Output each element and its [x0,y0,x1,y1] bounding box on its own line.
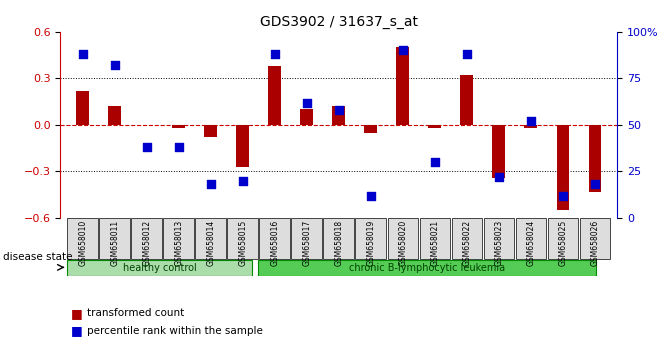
Bar [580,218,611,259]
Text: GSM658016: GSM658016 [270,220,279,266]
Text: GSM658011: GSM658011 [110,220,119,266]
Point [590,182,601,187]
Bar [195,218,226,259]
Text: GSM658023: GSM658023 [495,220,503,266]
Point [238,178,248,184]
Text: GSM658015: GSM658015 [238,220,248,266]
Bar [76,91,89,125]
Point [429,159,440,165]
Bar [356,218,386,259]
Text: GSM658026: GSM658026 [590,220,599,266]
Text: ■: ■ [70,325,83,337]
Bar [301,109,313,125]
Text: GSM658022: GSM658022 [462,220,472,266]
Bar [364,125,377,133]
Point [494,174,505,180]
Bar [172,125,185,128]
Text: healthy control: healthy control [123,263,197,273]
Bar [525,125,537,128]
Bar [164,218,194,259]
Text: GSM658024: GSM658024 [527,220,535,266]
Point [109,63,120,68]
Bar [515,218,546,259]
Bar [205,125,217,137]
Text: GSM658020: GSM658020 [399,220,407,266]
Bar [236,125,249,167]
Bar [588,125,601,192]
Text: disease state: disease state [3,252,73,262]
Point [462,51,472,57]
Bar [484,218,514,259]
Title: GDS3902 / 31637_s_at: GDS3902 / 31637_s_at [260,16,418,29]
Text: GSM658013: GSM658013 [174,220,183,266]
Text: percentile rank within the sample: percentile rank within the sample [87,326,263,336]
Bar [291,218,322,259]
Point [270,51,280,57]
Text: transformed count: transformed count [87,308,185,318]
Bar [132,218,162,259]
Bar [67,260,252,276]
Bar [460,75,473,125]
Text: GSM658018: GSM658018 [334,220,344,266]
Point [77,51,88,57]
Text: GSM658019: GSM658019 [366,220,375,266]
Text: ■: ■ [70,307,83,320]
Point [525,118,536,124]
Bar [268,66,281,125]
Bar [323,218,354,259]
Point [333,107,344,113]
Text: GSM658010: GSM658010 [79,220,87,266]
Bar [67,218,98,259]
Text: GSM658012: GSM658012 [142,220,151,266]
Point [366,193,376,199]
Text: chronic B-lymphocytic leukemia: chronic B-lymphocytic leukemia [349,263,505,273]
Bar [419,218,450,259]
Bar [429,125,442,128]
Bar [227,218,258,259]
Bar [332,106,346,125]
Text: GSM658025: GSM658025 [558,220,568,266]
Point [205,182,216,187]
Bar [556,125,569,210]
Bar [99,218,130,259]
Bar [548,218,578,259]
Bar [260,218,290,259]
Point [142,144,152,150]
Bar [258,260,597,276]
Text: GSM658017: GSM658017 [303,220,311,266]
Bar [397,47,409,125]
Bar [452,218,482,259]
Point [301,100,312,105]
Bar [109,106,121,125]
Point [173,144,184,150]
Bar [388,218,418,259]
Bar [493,125,505,178]
Text: GSM658021: GSM658021 [430,220,440,266]
Point [558,193,568,199]
Text: GSM658014: GSM658014 [206,220,215,266]
Point [397,48,408,53]
